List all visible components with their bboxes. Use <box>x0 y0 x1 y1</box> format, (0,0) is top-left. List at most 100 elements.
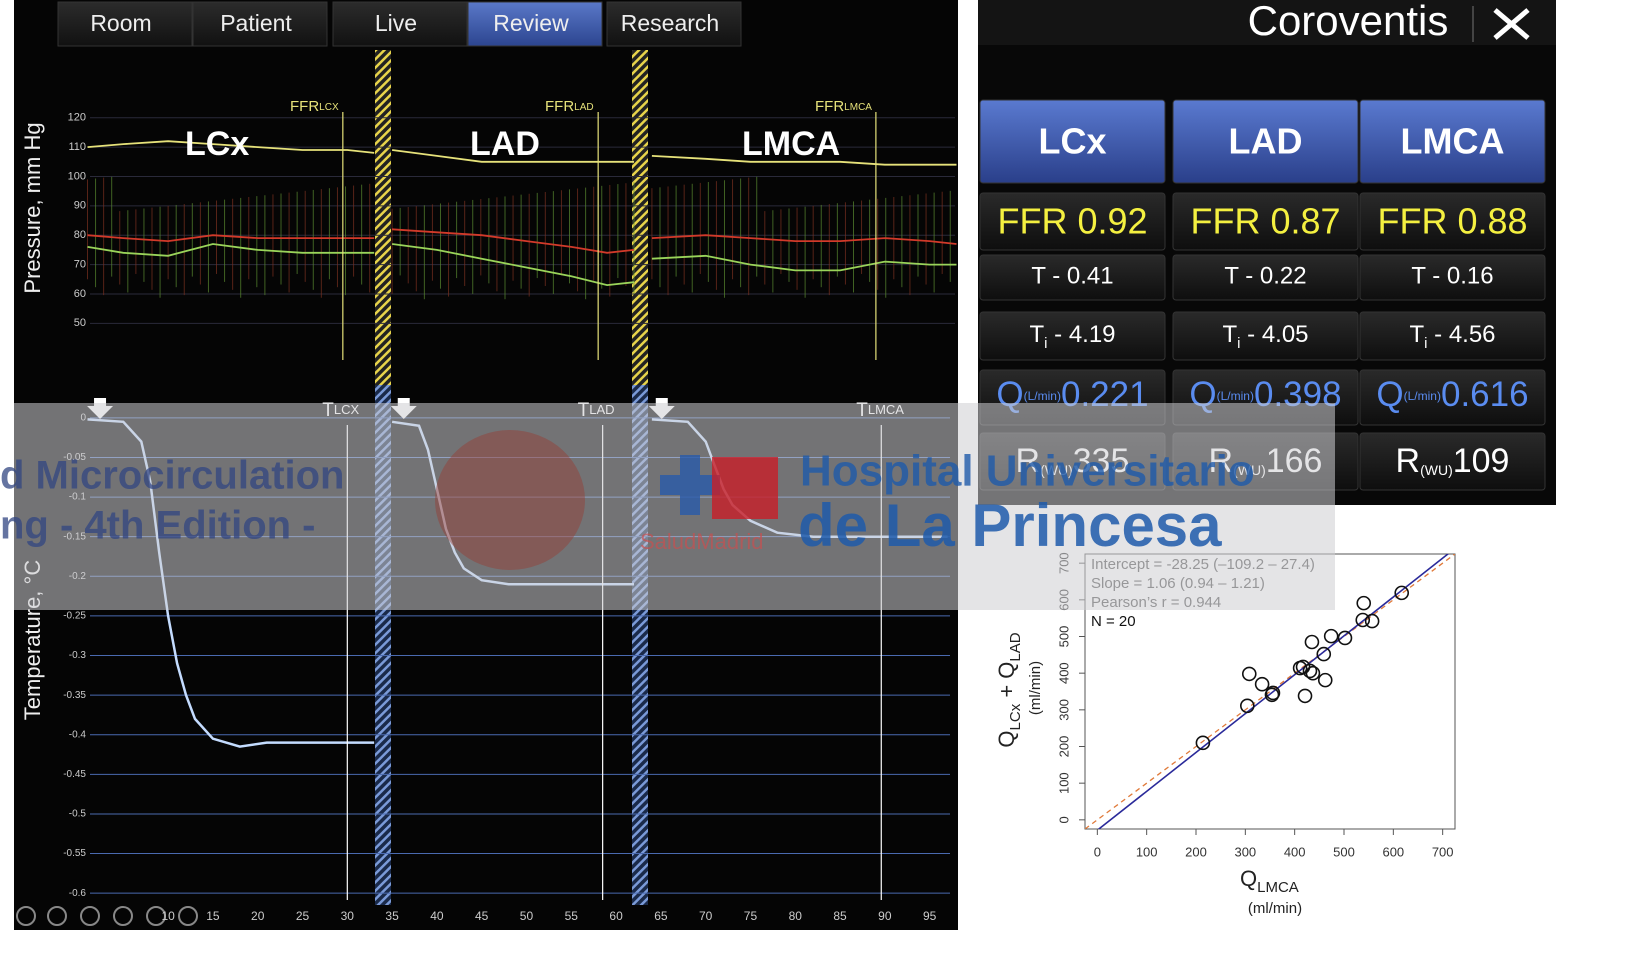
watermark-text: SaludMadrid <box>640 529 764 554</box>
screenshot: Coroventis Room Patient Live Review Research… <box>0 0 1634 969</box>
segment-name: LAD <box>470 125 540 163</box>
tab-label[interactable]: Review <box>493 10 569 36</box>
ti-value-part: T <box>1409 321 1424 348</box>
x-tick-label: 65 <box>654 909 668 923</box>
ffr-label-part: FFR <box>545 98 574 115</box>
t-value: T - 0.22 <box>1224 262 1306 289</box>
q-value-part: (L/min) <box>1404 389 1441 403</box>
q-value-part: (L/min) <box>1024 389 1061 403</box>
x-tick-label: 60 <box>609 909 623 923</box>
ti-value-part: - 4.05 <box>1240 321 1308 348</box>
y-tick-label: 90 <box>74 200 86 212</box>
segment-name: LCx <box>185 125 249 163</box>
y-tick-label: 300 <box>1056 699 1071 721</box>
q-value-part: (L/min) <box>1217 389 1254 403</box>
r-value-part: 109 <box>1453 442 1510 480</box>
q-value: Q(L/min)0.616 <box>1376 375 1528 414</box>
y-tick-label: 400 <box>1056 662 1071 684</box>
y-tick-label: 70 <box>74 258 86 270</box>
ti-value-part: - 4.56 <box>1427 321 1495 348</box>
watermark-text: d Microcirculation <box>0 454 345 498</box>
y-tick-label: -0.4 <box>69 729 87 740</box>
x-tick-label: 90 <box>878 909 892 923</box>
watermark-text: de La Princesa <box>798 492 1222 559</box>
x-tick-label: 100 <box>1136 844 1158 859</box>
ti-value-part: - 4.19 <box>1047 321 1115 348</box>
brand: Coroventis <box>1248 0 1449 44</box>
t-value: T - 0.41 <box>1031 262 1113 289</box>
y-tick-label: 120 <box>68 112 86 124</box>
t-value: T - 0.16 <box>1411 262 1493 289</box>
x-tick-label: 20 <box>251 909 265 923</box>
x-tick-label: 0 <box>1094 844 1101 859</box>
separator <box>375 50 391 385</box>
ffr-label-part: LMCA <box>844 102 872 113</box>
y-tick-label: 0 <box>1056 816 1071 823</box>
x-tick-label: 200 <box>1185 844 1207 859</box>
ffr-value: FFR 0.92 <box>997 201 1147 242</box>
y-tick-label: 100 <box>1056 772 1071 794</box>
vessel-name: LMCA <box>1401 121 1505 162</box>
x-tick-label: 45 <box>475 909 489 923</box>
tab-label[interactable]: Patient <box>220 10 292 36</box>
x-axis-units: (ml/min) <box>1248 900 1302 917</box>
y-tick-label: 200 <box>1056 736 1071 758</box>
r-value-part: R <box>1396 442 1421 480</box>
y-tick-label: 80 <box>74 229 86 241</box>
ffr-label-part: LAD <box>574 102 593 113</box>
x-tick-label: 400 <box>1284 844 1306 859</box>
y-axis-label-part: LCx <box>1007 703 1024 730</box>
ffr-label-part: FFR <box>290 98 319 115</box>
y-axis-label-part: + Q <box>994 662 1019 704</box>
x-tick-label: 500 <box>1333 844 1355 859</box>
x-tick-label: 70 <box>699 909 713 923</box>
watermark-heart <box>435 430 585 570</box>
x-axis-label-part: LMCA <box>1257 879 1299 896</box>
x-tick-label: 15 <box>206 909 220 923</box>
ffr-value: FFR 0.87 <box>1190 201 1340 242</box>
y-axis-units: (ml/min) <box>1027 661 1044 715</box>
x-axis-label: QLMCA <box>1240 866 1299 897</box>
segment-name: LMCA <box>742 125 840 163</box>
y-axis-label: QLCx + QLAD <box>994 632 1025 747</box>
y-tick-label: -0.55 <box>63 848 86 859</box>
ffr-label-part: LCX <box>319 102 339 113</box>
y-axis-label-part: LAD <box>1007 632 1024 661</box>
tab-label[interactable]: Room <box>90 10 151 36</box>
tab-label[interactable]: Live <box>375 10 417 36</box>
y-axis-label-part: Q <box>994 730 1019 747</box>
x-tick-label: 80 <box>789 909 803 923</box>
y-axis-label: Pressure, mm Hg <box>20 122 45 293</box>
y-tick-label: -0.45 <box>63 769 86 780</box>
x-tick-label: 40 <box>430 909 444 923</box>
annotation: N = 20 <box>1091 613 1136 630</box>
watermark-logo-flag <box>712 457 778 519</box>
watermark-text: ng - 4th Edition - <box>0 504 316 548</box>
y-tick-label: -0.25 <box>63 611 86 622</box>
x-tick-label: 35 <box>385 909 399 923</box>
vessel-name: LAD <box>1229 121 1303 162</box>
y-tick-label: -0.5 <box>69 809 87 820</box>
ti-value: Ti - 4.05 <box>1222 321 1308 352</box>
x-tick-label: 600 <box>1382 844 1404 859</box>
x-tick-label: 95 <box>923 909 937 923</box>
tab-label[interactable]: Research <box>621 10 719 36</box>
r-value-part: (WU) <box>1420 462 1453 478</box>
y-tick-label: -0.3 <box>69 650 87 661</box>
r-value: R(WU)109 <box>1396 442 1510 480</box>
y-tick-label: -0.35 <box>63 690 86 701</box>
x-tick-label: 85 <box>833 909 847 923</box>
ti-value-part: T <box>1222 321 1237 348</box>
x-tick-label: 300 <box>1234 844 1256 859</box>
x-tick-label: 50 <box>520 909 534 923</box>
x-tick-label: 700 <box>1432 844 1454 859</box>
vessel-name: LCx <box>1038 121 1106 162</box>
ti-value-part: T <box>1029 321 1044 348</box>
ffr-value: FFR 0.88 <box>1377 201 1527 242</box>
ti-value: Ti - 4.56 <box>1409 321 1495 352</box>
x-axis-label-part: Q <box>1240 866 1257 891</box>
q-value-part: 0.616 <box>1441 375 1529 414</box>
y-tick-label: 50 <box>74 317 86 329</box>
x-tick-label: 10 <box>161 909 175 923</box>
q-value-part: Q <box>1376 375 1403 414</box>
